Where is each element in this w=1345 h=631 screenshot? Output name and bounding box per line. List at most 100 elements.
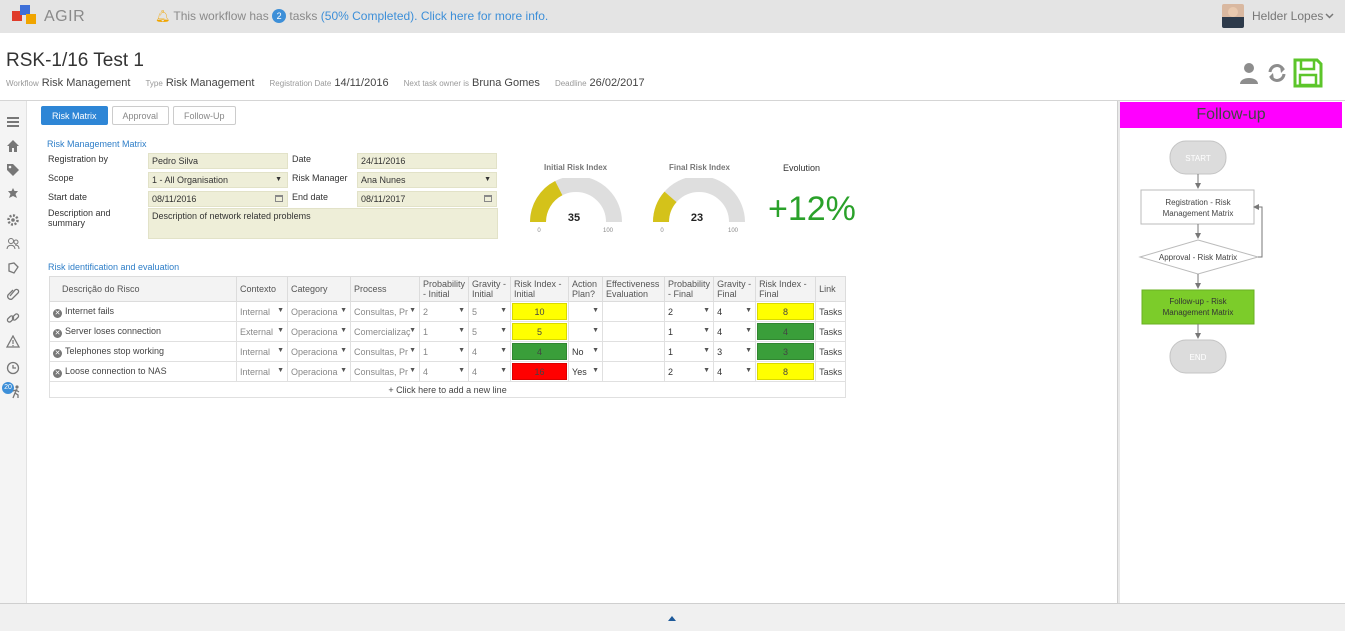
col-header[interactable]: Process — [350, 276, 420, 302]
probability-initial-select[interactable]: 2 ▼ — [418, 301, 470, 322]
shield-icon[interactable] — [6, 261, 20, 275]
col-header[interactable]: Category — [287, 276, 351, 302]
process-select[interactable]: Consultas, Pr ▼ — [350, 301, 420, 322]
effectiveness-cell[interactable] — [602, 321, 666, 342]
category-select[interactable]: Operaciona ▼ — [287, 341, 351, 362]
risk-description-cell[interactable]: ✕ Loose connection to NAS — [49, 361, 237, 382]
app-logo[interactable] — [12, 5, 36, 27]
col-header[interactable]: Gravity - Initial — [468, 276, 512, 302]
risk-description-cell[interactable]: ✕ Internet fails — [49, 301, 237, 322]
link-icon[interactable] — [6, 311, 20, 325]
flow-node-registration[interactable] — [1140, 189, 1255, 225]
col-header[interactable]: Descrição do Risco — [49, 276, 237, 302]
person-walk-icon[interactable] — [9, 385, 23, 399]
clock-icon[interactable] — [6, 361, 20, 375]
gravity-initial-select[interactable]: 4 ▼ — [468, 341, 512, 362]
category-select[interactable]: Operaciona ▼ — [287, 321, 351, 342]
action-plan-select[interactable]: ▼ — [568, 301, 604, 322]
tags-icon[interactable] — [6, 163, 20, 177]
process-select[interactable]: Comercializaç ▼ — [350, 321, 420, 342]
gravity-initial-select[interactable]: 4 ▼ — [468, 361, 512, 382]
scope-select[interactable]: 1 - All Organisation ▼ — [148, 172, 288, 188]
tab-follow-up[interactable]: Follow-Up — [173, 106, 236, 125]
col-header[interactable]: Probability - Initial — [418, 276, 470, 302]
context-select[interactable]: Internal ▼ — [236, 301, 288, 322]
col-header[interactable]: Probability - Final — [664, 276, 715, 302]
tab-approval[interactable]: Approval — [111, 106, 170, 125]
registration-by-field[interactable]: Pedro Silva — [148, 153, 288, 169]
date-field[interactable]: 24/11/2016 — [357, 153, 497, 169]
col-header[interactable]: Action Plan? — [568, 276, 604, 302]
context-select[interactable]: Internal ▼ — [236, 361, 288, 382]
tasks-link[interactable]: Tasks — [815, 301, 847, 322]
risk-description-cell[interactable]: ✕ Server loses connection — [49, 321, 237, 342]
start-date-field[interactable]: 08/11/2016 — [148, 191, 288, 207]
tasks-link[interactable]: Tasks — [815, 341, 847, 362]
context-select[interactable]: External ▼ — [236, 321, 288, 342]
probability-final-select[interactable]: 2 ▼ — [664, 361, 715, 382]
effectiveness-cell[interactable] — [602, 361, 666, 382]
risk-manager-select[interactable]: Ana Nunes ▼ — [357, 172, 497, 188]
probability-initial-select[interactable]: 1 ▼ — [418, 321, 470, 342]
probability-final-select[interactable]: 2 ▼ — [664, 301, 715, 322]
home-icon[interactable] — [6, 139, 20, 153]
remove-row-icon[interactable]: ✕ — [53, 328, 62, 338]
expand-up-icon[interactable] — [668, 616, 676, 621]
category-select[interactable]: Operaciona ▼ — [287, 361, 351, 382]
col-header[interactable]: Risk Index - Initial — [510, 276, 570, 302]
context-select[interactable]: Internal ▼ — [236, 341, 288, 362]
end-date-field[interactable]: 08/11/2017 — [357, 191, 497, 207]
calendar-icon[interactable] — [275, 195, 283, 202]
user-menu[interactable]: Helder Lopes — [1222, 4, 1334, 28]
flow-node-followup[interactable] — [1141, 289, 1255, 325]
remove-row-icon[interactable]: ✕ — [53, 308, 62, 318]
action-plan-select[interactable]: ▼ — [568, 321, 604, 342]
add-line-link[interactable]: + Click here to add a new line — [48, 381, 847, 398]
users-icon[interactable] — [6, 237, 20, 251]
risk-description-cell[interactable]: ✕ Telephones stop working — [49, 341, 237, 362]
col-header[interactable]: Gravity - Final — [713, 276, 757, 302]
process-select[interactable]: Consultas, Pr ▼ — [350, 361, 420, 382]
col-header[interactable]: Effectiveness Evaluation — [602, 276, 666, 302]
panel-splitter[interactable] — [1117, 101, 1120, 603]
warning-icon[interactable] — [6, 335, 20, 349]
tab-risk-matrix[interactable]: Risk Matrix — [41, 106, 108, 125]
tag-icon[interactable] — [6, 187, 20, 201]
bell-icon: 🔔︎ — [155, 9, 171, 23]
save-icon[interactable] — [1292, 57, 1324, 89]
tasks-link[interactable]: Tasks — [815, 361, 847, 382]
user-icon[interactable] — [1240, 60, 1262, 86]
gravity-initial-select[interactable]: 5 ▼ — [468, 301, 512, 322]
col-header[interactable]: Risk Index - Final — [755, 276, 817, 302]
effectiveness-cell[interactable] — [602, 341, 666, 362]
settings-icon[interactable] — [6, 213, 20, 227]
probability-final-select[interactable]: 1 ▼ — [664, 341, 715, 362]
probability-final-select[interactable]: 1 ▼ — [664, 321, 715, 342]
remove-row-icon[interactable]: ✕ — [53, 348, 62, 358]
action-plan-select[interactable]: Yes ▼ — [568, 361, 604, 382]
process-select[interactable]: Consultas, Pr ▼ — [350, 341, 420, 362]
gravity-final-select[interactable]: 4 ▼ — [713, 361, 757, 382]
gravity-initial-select[interactable]: 5 ▼ — [468, 321, 512, 342]
effectiveness-cell[interactable] — [602, 301, 666, 322]
action-plan-select[interactable]: No ▼ — [568, 341, 604, 362]
description-field[interactable]: Description of network related problems — [148, 208, 498, 239]
gravity-final-select[interactable]: 4 ▼ — [713, 301, 757, 322]
remove-row-icon[interactable]: ✕ — [53, 368, 62, 378]
category-select[interactable]: Operaciona ▼ — [287, 301, 351, 322]
menu-icon[interactable] — [6, 115, 20, 129]
more-info-link[interactable]: Click here for more info. — [420, 9, 549, 23]
gravity-final-select[interactable]: 3 ▼ — [713, 341, 757, 362]
paperclip-icon[interactable] — [6, 287, 20, 301]
probability-initial-select[interactable]: 4 ▼ — [418, 361, 470, 382]
calendar-icon[interactable] — [484, 195, 492, 202]
gravity-final-select[interactable]: 4 ▼ — [713, 321, 757, 342]
refresh-icon[interactable] — [1266, 62, 1288, 84]
tasks-link[interactable]: Tasks — [815, 321, 847, 342]
flow-node-end[interactable] — [1169, 339, 1227, 374]
flow-node-registration-label: Registration - Risk — [1165, 198, 1231, 207]
col-header[interactable]: Contexto — [236, 276, 288, 302]
probability-initial-select[interactable]: 1 ▼ — [418, 341, 470, 362]
col-header[interactable]: Link — [815, 276, 847, 302]
bottom-bar — [0, 603, 1345, 631]
